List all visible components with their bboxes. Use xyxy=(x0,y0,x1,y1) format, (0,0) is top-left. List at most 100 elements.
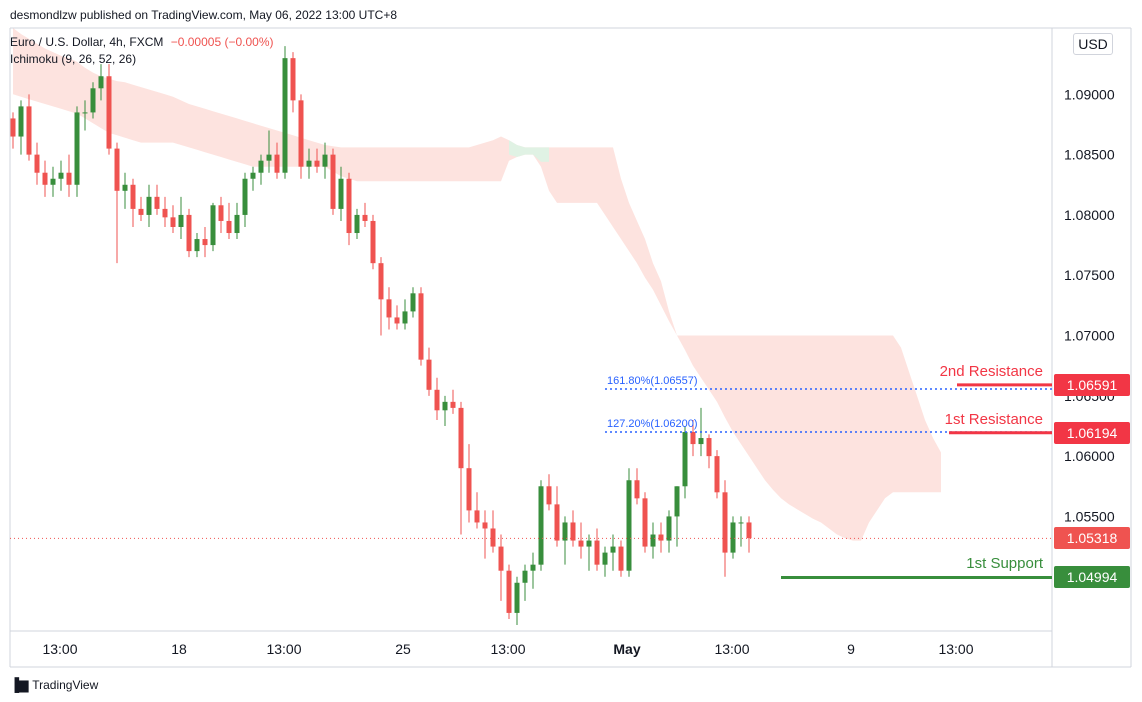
currency-button[interactable]: USD xyxy=(1073,33,1113,55)
price-axis[interactable]: 1.090001.085001.080001.075001.070001.065… xyxy=(1064,86,1115,524)
candle xyxy=(330,148,336,215)
candle-body xyxy=(426,359,432,390)
fib-label: 161.80%(1.06557) xyxy=(607,375,698,387)
candle-body xyxy=(618,546,624,571)
cloud-area xyxy=(13,28,941,541)
candle xyxy=(610,534,616,571)
candle-body xyxy=(266,154,272,161)
tradingview-logo-icon: ▐▆ xyxy=(10,677,28,692)
candle-body xyxy=(682,432,688,487)
candle xyxy=(538,480,544,571)
candle xyxy=(522,564,528,601)
first-support-label: 1st Support xyxy=(966,555,1043,573)
cloud-bullish-area xyxy=(509,140,549,162)
candle xyxy=(106,64,112,155)
candle xyxy=(338,166,344,221)
candle-body xyxy=(98,76,104,89)
candle-body xyxy=(434,389,440,411)
candle-body xyxy=(58,172,64,179)
candle-body xyxy=(666,516,672,541)
candle-body xyxy=(418,293,424,360)
candle xyxy=(426,347,432,396)
second-resistance-label: 2nd Resistance xyxy=(939,362,1043,380)
time-tick-label: 18 xyxy=(171,641,187,657)
candle-body xyxy=(322,154,328,167)
candle-body xyxy=(194,239,200,252)
candle xyxy=(186,208,192,258)
time-tick-label: 13:00 xyxy=(266,641,301,657)
candle-body xyxy=(658,534,664,541)
candle-body xyxy=(18,106,24,137)
price-tick-label: 1.07500 xyxy=(1064,267,1115,283)
candle-body xyxy=(258,160,264,173)
candle xyxy=(730,516,736,559)
symbol-legend[interactable]: Euro / U.S. Dollar, 4h, FXCM −0.00005 (−… xyxy=(10,35,273,49)
candle xyxy=(714,450,720,499)
candle xyxy=(378,257,384,336)
candle-body xyxy=(274,154,280,173)
candle-body xyxy=(106,76,112,149)
candle xyxy=(602,546,608,577)
candle xyxy=(162,196,168,227)
candle-body xyxy=(466,468,472,511)
candle xyxy=(394,305,400,330)
candle-body xyxy=(642,498,648,547)
candle-body xyxy=(690,432,696,445)
candle xyxy=(418,287,424,366)
candle-body xyxy=(138,208,144,215)
candle xyxy=(74,106,80,197)
candle-body xyxy=(450,401,456,408)
price-tick-label: 1.07000 xyxy=(1064,328,1115,344)
candle xyxy=(274,142,280,179)
price-tick-label: 1.06000 xyxy=(1064,448,1115,464)
candle-body xyxy=(442,401,448,411)
candle-body xyxy=(498,546,504,571)
candle xyxy=(666,510,672,553)
publish-info: desmondlzw published on TradingView.com,… xyxy=(10,8,398,22)
candle-body xyxy=(482,522,488,529)
second-resistance-price-label: 1.06591 xyxy=(1054,373,1130,396)
first-resistance-label: 1st Resistance xyxy=(944,410,1043,428)
ichimoku-cloud xyxy=(13,28,941,541)
candle xyxy=(482,510,488,559)
level-lines: 161.80%(1.06557) 127.20%(1.06200) xyxy=(10,375,1052,579)
candle xyxy=(354,208,360,240)
candle-body xyxy=(162,208,168,218)
candle xyxy=(130,178,136,227)
first-support-price-label: 1.04994 xyxy=(1054,566,1130,589)
candle xyxy=(474,492,480,529)
candle xyxy=(674,486,680,547)
candle xyxy=(634,468,640,505)
candle-body xyxy=(66,172,72,185)
candle-body xyxy=(330,154,336,209)
candle-body xyxy=(586,540,592,547)
candle xyxy=(146,184,152,227)
candle-body xyxy=(714,456,720,493)
candle xyxy=(690,419,696,457)
candle xyxy=(18,100,24,155)
time-tick-label: 13:00 xyxy=(714,641,749,657)
candle-body xyxy=(114,148,120,191)
candle xyxy=(34,142,40,185)
price-tick-label: 1.05500 xyxy=(1064,508,1115,524)
candle-body xyxy=(706,438,712,457)
candle xyxy=(314,148,320,173)
candle-body xyxy=(514,582,520,613)
candle-body xyxy=(146,196,152,215)
candle xyxy=(98,64,104,101)
candle-body xyxy=(250,172,256,179)
candle xyxy=(194,233,200,258)
candle-body xyxy=(674,486,680,517)
candle-body xyxy=(562,522,568,541)
candle xyxy=(618,540,624,577)
time-axis[interactable]: 13:00 18 13:00 25 13:00 May 13:00 9 13:00 xyxy=(42,641,973,657)
candle-body xyxy=(362,214,368,221)
candle xyxy=(370,214,376,270)
time-tick-label: May xyxy=(613,641,640,657)
indicator-legend[interactable]: Ichimoku (9, 26, 52, 26) xyxy=(10,52,137,66)
candle xyxy=(114,142,120,264)
candle-body xyxy=(722,492,728,553)
candle-body xyxy=(554,504,560,541)
tradingview-branding[interactable]: ▐▆ TradingView xyxy=(10,677,98,693)
